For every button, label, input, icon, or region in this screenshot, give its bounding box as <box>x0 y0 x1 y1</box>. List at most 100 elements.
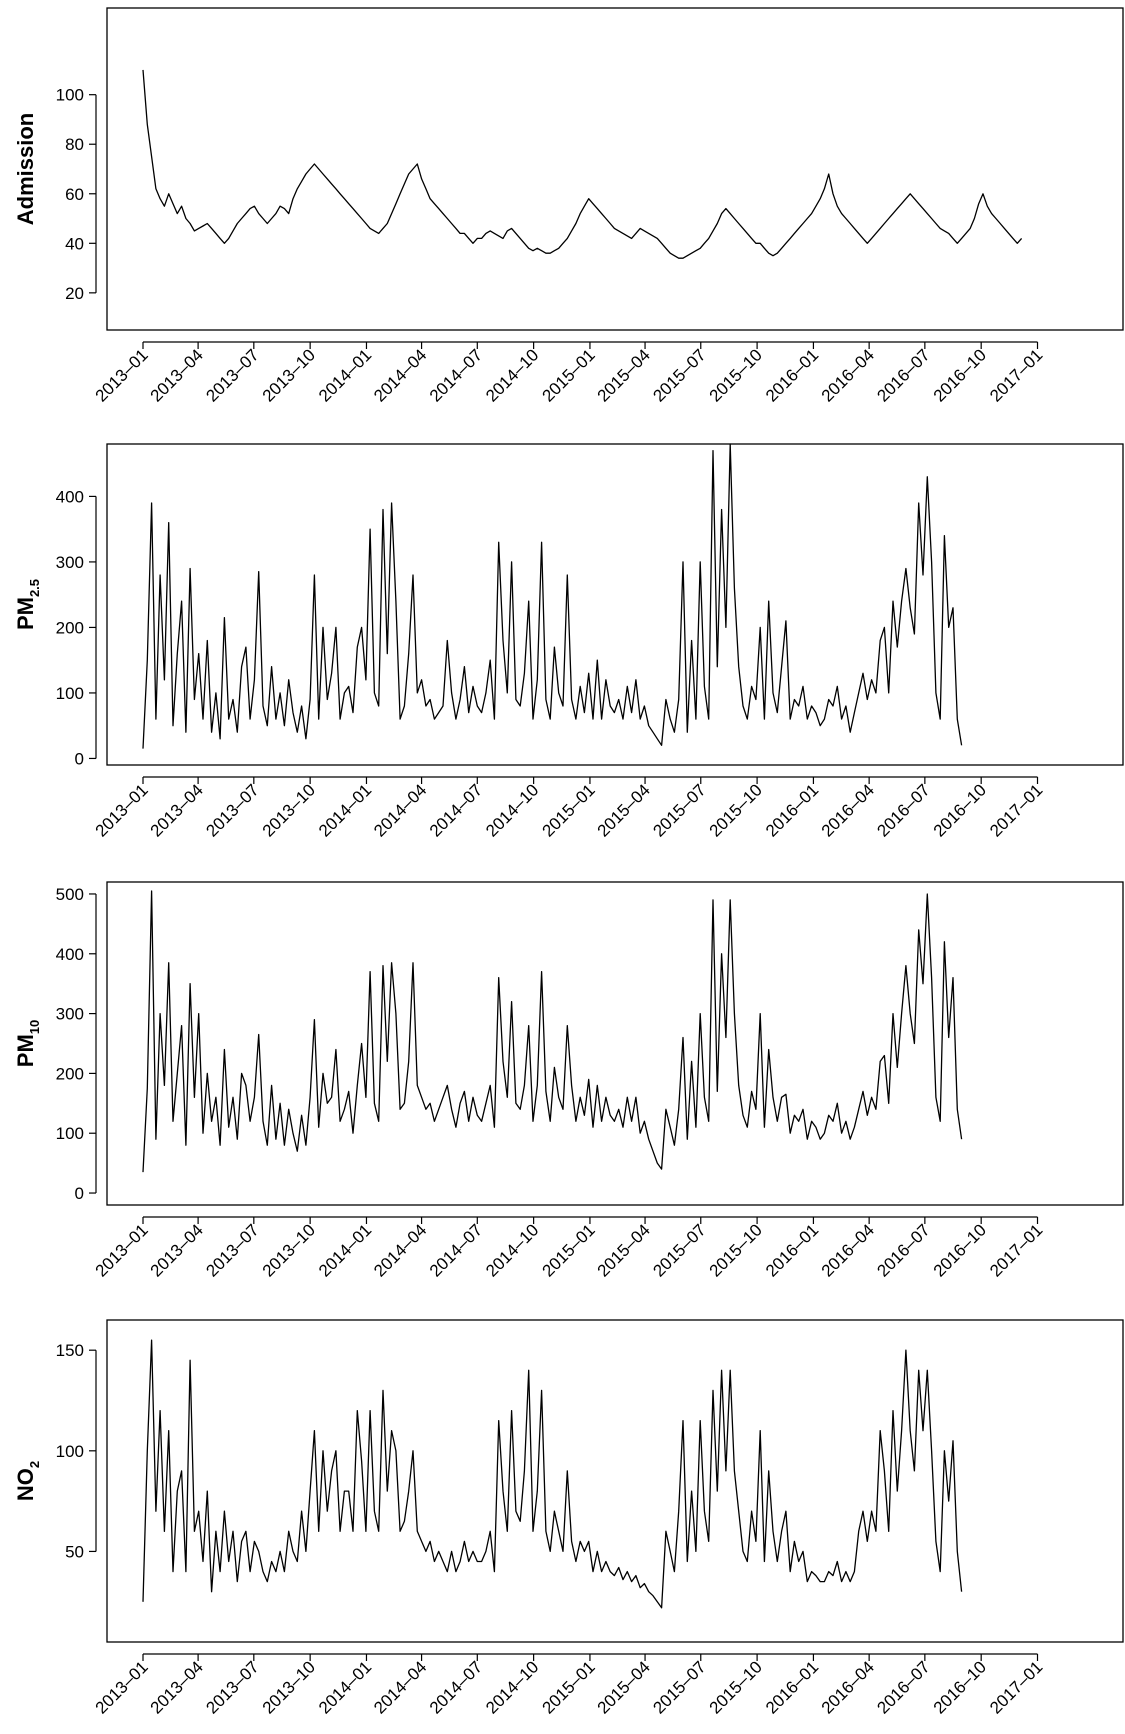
x-tick-label: 2016–10 <box>930 780 990 840</box>
x-tick-label: 2014–07 <box>426 345 486 405</box>
x-tick-label: 2014–01 <box>315 1220 375 1280</box>
y-axis-label: PM10 <box>13 1020 42 1067</box>
y-tick-label: 80 <box>65 135 84 154</box>
x-tick-label: 2017–01 <box>986 1220 1046 1280</box>
x-tick-label: 2014–01 <box>315 345 375 405</box>
x-tick-label: 2016–04 <box>818 780 878 840</box>
x-tick-label: 2015–04 <box>594 1657 654 1717</box>
y-tick-label: 100 <box>56 1124 84 1143</box>
y-tick-label: 40 <box>65 234 84 253</box>
x-tick-label: 2014–04 <box>370 1220 430 1280</box>
x-tick-label: 2013–10 <box>259 780 319 840</box>
y-tick-label: 50 <box>65 1542 84 1561</box>
x-tick-label: 2016–01 <box>762 1657 822 1717</box>
x-tick-label: 2013–07 <box>202 1657 262 1717</box>
plot-frame <box>106 1319 1124 1643</box>
x-tick-label: 2015–04 <box>594 1220 654 1280</box>
plot-frame <box>106 881 1124 1206</box>
x-tick-label: 2013–07 <box>202 345 262 405</box>
x-tick-label: 2015–07 <box>649 1220 709 1280</box>
x-tick-label: 2016–04 <box>818 345 878 405</box>
x-tick-label: 2015–10 <box>706 1220 766 1280</box>
x-tick-label: 2016–01 <box>762 780 822 840</box>
y-tick-label: 300 <box>56 1005 84 1024</box>
x-tick-label: 2016–10 <box>930 345 990 405</box>
x-tick-label: 2015–04 <box>594 345 654 405</box>
series-line-1 <box>142 69 1023 259</box>
x-tick-label: 2015–10 <box>706 780 766 840</box>
y-tick-label: 300 <box>56 553 84 572</box>
y-tick-label: 60 <box>65 185 84 204</box>
x-tick-label: 2013–10 <box>259 1657 319 1717</box>
x-tick-label: 2016–01 <box>762 1220 822 1280</box>
x-tick-label: 2014–10 <box>482 1657 542 1717</box>
x-tick-label: 2014–07 <box>426 780 486 840</box>
x-tick-label: 2015–01 <box>539 345 599 405</box>
x-tick-label: 2014–10 <box>482 1220 542 1280</box>
x-tick-label: 2014–10 <box>482 345 542 405</box>
x-tick-label: 2014–10 <box>482 780 542 840</box>
y-tick-label: 100 <box>56 1442 84 1461</box>
x-tick-label: 2014–07 <box>426 1657 486 1717</box>
panel-2: 0100200300400PM2.52013–012013–042013–072… <box>13 443 1124 841</box>
x-tick-label: 2013–04 <box>147 345 207 405</box>
x-tick-label: 2016–04 <box>818 1220 878 1280</box>
x-tick-label: 2016–07 <box>873 1220 933 1280</box>
x-tick-label: 2013–01 <box>92 1657 152 1717</box>
x-tick-label: 2014–04 <box>370 345 430 405</box>
y-tick-label: 0 <box>75 749 84 768</box>
panel-1: 20 40 60 80 100 Admission 2013–012013–042013–0… <box>13 7 1124 406</box>
x-tick-label: 2013–01 <box>92 780 152 840</box>
plot-frame <box>106 443 1124 766</box>
x-tick-label: 2013–04 <box>147 1220 207 1280</box>
y-tick-label: 150 <box>56 1341 84 1360</box>
plot-frame <box>106 7 1124 331</box>
x-tick-label: 2015–01 <box>539 1220 599 1280</box>
x-tick-label: 2016–10 <box>930 1220 990 1280</box>
x-tick-label: 2015–01 <box>539 1657 599 1717</box>
y-tick-label: 200 <box>56 618 84 637</box>
x-tick-label: 2017–01 <box>986 780 1046 840</box>
y-tick-label: 100 <box>56 86 84 105</box>
series-line-2 <box>142 443 963 749</box>
x-tick-label: 2014–01 <box>315 1657 375 1717</box>
panel-3: 0 100 200 300 400 500 PM10 2013–012013–042013–0… <box>13 881 1124 1281</box>
y-tick-label: 400 <box>56 487 84 506</box>
y-tick-label: 200 <box>56 1064 84 1083</box>
x-tick-label: 2015–07 <box>649 780 709 840</box>
x-tick-label: 2013–01 <box>92 1220 152 1280</box>
x-tick-label: 2015–10 <box>706 345 766 405</box>
x-tick-label: 2014–04 <box>370 1657 430 1717</box>
y-tick-label: 0 <box>75 1184 84 1203</box>
y-tick-label: 400 <box>56 945 84 964</box>
x-tick-label: 2016–04 <box>818 1657 878 1717</box>
panel-4: 50100150NO22013–012013–042013–072013–102… <box>13 1319 1124 1718</box>
x-tick-label: 2014–04 <box>370 780 430 840</box>
x-tick-label: 2015–07 <box>649 1657 709 1717</box>
x-tick-label: 2016–07 <box>873 1657 933 1717</box>
x-tick-label: 2013–01 <box>92 345 152 405</box>
x-tick-label: 2013–04 <box>147 780 207 840</box>
x-tick-label: 2013–10 <box>259 345 319 405</box>
x-tick-label: 2017–01 <box>986 1657 1046 1717</box>
x-tick-label: 2015–01 <box>539 780 599 840</box>
y-tick-label: 20 <box>65 284 84 303</box>
x-tick-label: 2014–01 <box>315 780 375 840</box>
x-tick-label: 2013–10 <box>259 1220 319 1280</box>
series-line-3 <box>142 890 963 1173</box>
x-tick-label: 2015–10 <box>706 1657 766 1717</box>
y-axis-label: NO2 <box>13 1461 42 1501</box>
series-line-4 <box>142 1339 963 1609</box>
x-tick-label: 2015–04 <box>594 780 654 840</box>
x-tick-label: 2016–01 <box>762 345 822 405</box>
x-tick-label: 2016–10 <box>930 1657 990 1717</box>
y-axis-label: Admission <box>13 113 38 225</box>
x-tick-label: 2013–04 <box>147 1657 207 1717</box>
x-tick-label: 2016–07 <box>873 780 933 840</box>
y-tick-label: 500 <box>56 885 84 904</box>
x-tick-label: 2013–07 <box>202 1220 262 1280</box>
y-axis-label: PM2.5 <box>13 579 42 630</box>
x-tick-label: 2016–07 <box>873 345 933 405</box>
y-tick-label: 100 <box>56 684 84 703</box>
